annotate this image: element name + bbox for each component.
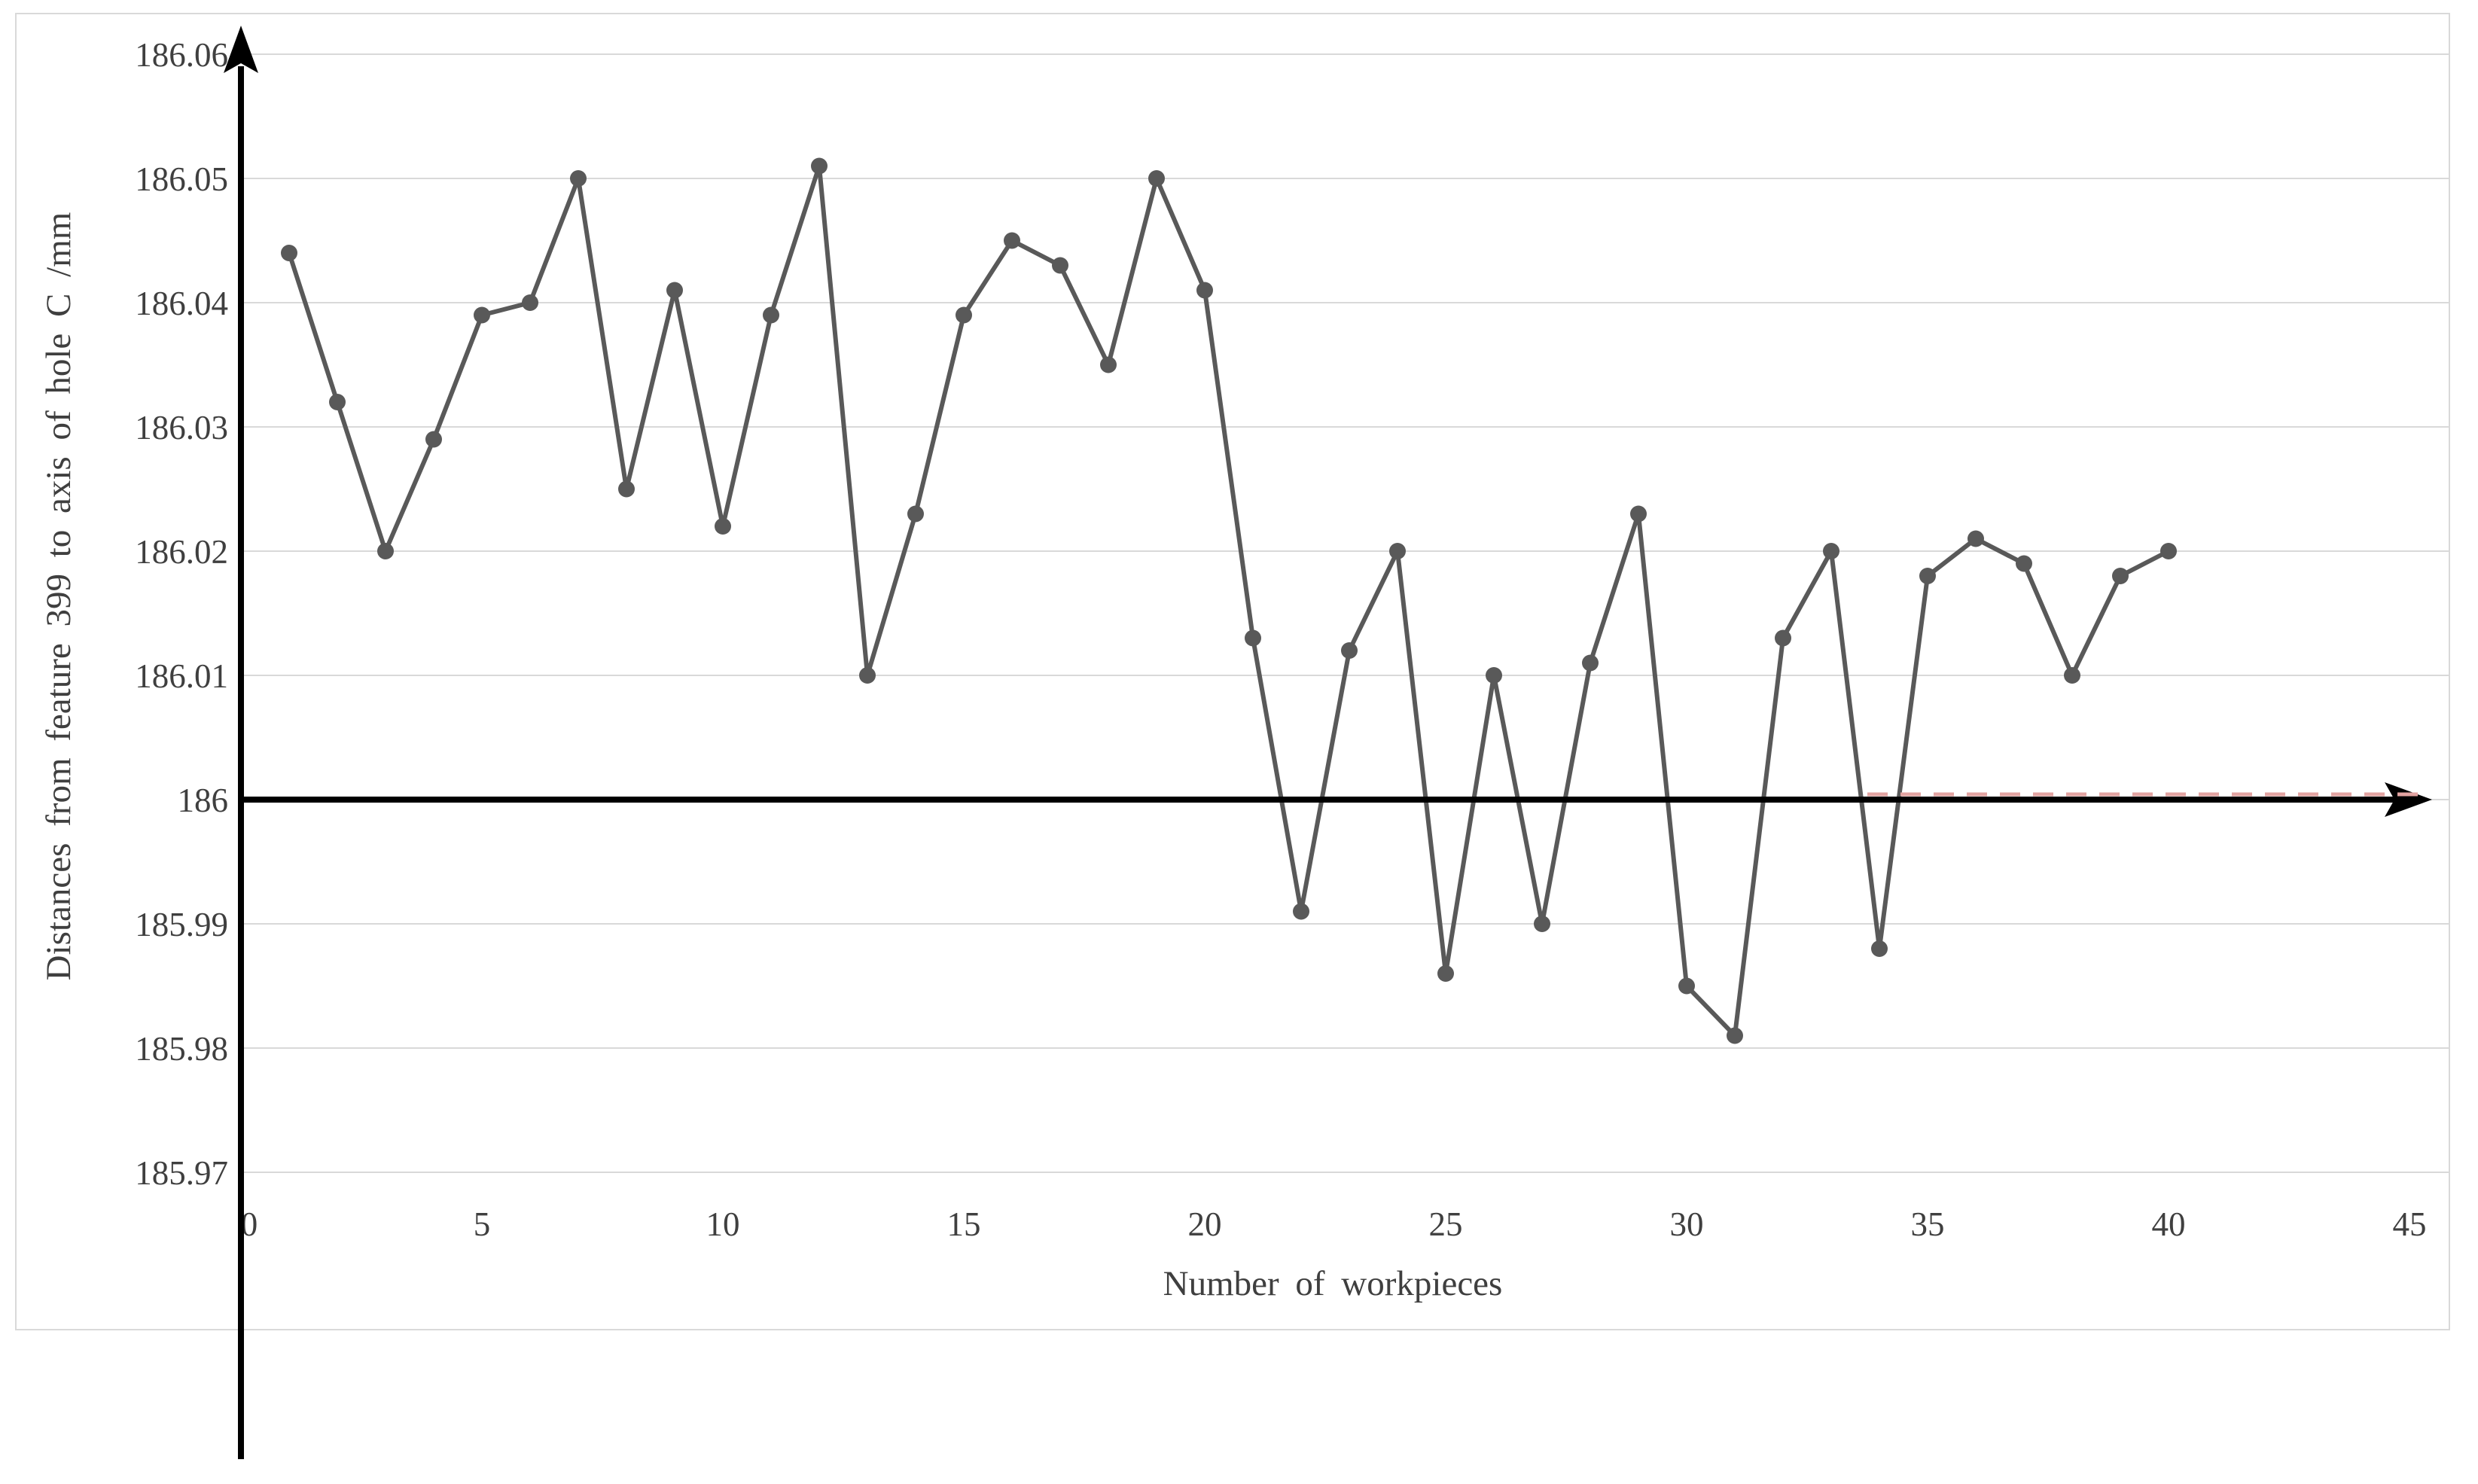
x-tick-label: 0: [241, 1205, 258, 1243]
data-point-marker: [1245, 629, 1261, 647]
y-axis-arrowhead: [224, 26, 258, 73]
data-point-marker: [956, 306, 972, 324]
data-point-marker: [1389, 543, 1406, 559]
data-point-marker: [1100, 356, 1117, 373]
data-point-marker: [1678, 977, 1695, 995]
data-point-marker: [570, 170, 587, 187]
series-line: [287, 163, 2170, 1038]
x-tick-label: 5: [474, 1205, 491, 1243]
data-point-marker: [2016, 555, 2032, 572]
data-point-marker: [1052, 257, 1068, 274]
data-point-marker: [1486, 667, 1502, 684]
data-point-marker: [715, 518, 731, 535]
data-point-marker: [474, 306, 490, 324]
data-point-marker: [377, 543, 394, 559]
data-point-marker: [329, 394, 346, 410]
data-point-marker: [763, 306, 779, 324]
data-point-marker: [1630, 505, 1647, 523]
data-point-marker: [1919, 568, 1936, 584]
y-tick-label: 186.06: [135, 36, 228, 74]
data-point-marker: [281, 245, 297, 261]
data-point-marker: [1823, 543, 1839, 559]
chart-border: [15, 13, 2450, 1330]
y-tick-label: 186.05: [135, 160, 228, 198]
data-point-marker: [1437, 965, 1454, 982]
data-point-marker: [1004, 232, 1020, 249]
y-tick-label: 185.97: [135, 1154, 228, 1192]
data-point-marker: [425, 431, 442, 448]
x-tick-label: 15: [947, 1205, 981, 1243]
y-tick-label: 186.03: [135, 409, 228, 446]
x-tick-label: 45: [2393, 1205, 2427, 1243]
x-tick-label: 30: [1670, 1205, 1704, 1243]
data-point-marker: [2160, 543, 2177, 559]
data-point-marker: [1582, 654, 1599, 672]
data-point-marker: [859, 667, 876, 684]
y-tick-label: 186.02: [135, 533, 228, 571]
data-point-marker: [666, 282, 683, 299]
data-point-marker: [811, 157, 828, 175]
y-axis-title: Distances from feature 399 to axis of ho…: [39, 212, 78, 981]
data-point-marker: [1341, 642, 1358, 659]
x-tick-label: 35: [1911, 1205, 1945, 1243]
data-point-marker: [1727, 1027, 1743, 1044]
data-point-marker: [1534, 916, 1550, 932]
data-point-marker: [1871, 940, 1888, 957]
x-tick-label: 10: [706, 1205, 740, 1243]
data-point-marker: [2064, 667, 2080, 684]
x-tick-label: 20: [1188, 1205, 1222, 1243]
data-point-marker: [522, 294, 538, 311]
data-point-marker: [1293, 903, 1309, 920]
y-tick-label: 185.98: [135, 1030, 228, 1068]
y-tick-label: 186.01: [135, 657, 228, 695]
data-point-marker: [618, 480, 635, 498]
x-tick-label: 25: [1429, 1205, 1463, 1243]
x-axis-arrowhead: [2385, 782, 2432, 817]
x-tick-label: 40: [2152, 1205, 2186, 1243]
data-point-marker: [1967, 530, 1984, 547]
data-point-marker: [1196, 282, 1213, 299]
data-point-marker: [1775, 629, 1791, 647]
y-tick-label: 186.04: [135, 285, 228, 322]
data-point-marker: [1148, 170, 1165, 187]
data-point-marker: [907, 505, 924, 523]
data-point-marker: [2112, 568, 2129, 584]
x-axis-title: Number of workpieces: [1163, 1264, 1503, 1303]
y-tick-label: 186: [178, 782, 229, 819]
y-tick-label: 185.99: [135, 906, 228, 943]
